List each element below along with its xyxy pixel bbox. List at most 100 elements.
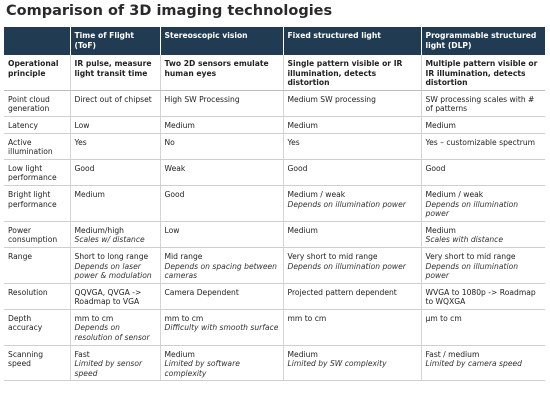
table-cell: Fast / medium Limited by camera speed (421, 345, 545, 382)
cell-note: Depends on illumination power (425, 261, 519, 281)
row-label: Range (4, 247, 71, 284)
cell-value: WVGA to 1080p -> Roadmap to WQXGA (425, 287, 536, 307)
table-row: Operational principle IR pulse, measure l… (4, 55, 545, 91)
table-cell: Multiple pattern visible or IR illuminat… (421, 55, 545, 91)
table-cell: Medium / weak Depends on illumination pow… (283, 185, 422, 222)
cell-note: Limited by camera speed (425, 359, 523, 369)
row-label: Resolution (4, 283, 71, 310)
table-cell: Medium Scales with distance (421, 221, 545, 248)
table-cell: IR pulse, measure light transit time (70, 55, 161, 91)
table-cell: mm to cm Difficulty with smooth surface (160, 309, 284, 346)
cell-note: Limited by SW complexity (287, 359, 387, 369)
cell-value: Medium / weak (425, 189, 484, 199)
cell-value: Single pattern visible or IR illuminatio… (287, 59, 403, 88)
column-header: Fixed structured light (283, 27, 422, 55)
cell-value: Short to long range (74, 251, 149, 261)
cell-value: Medium / weak (287, 189, 346, 199)
cell-value: Low (74, 120, 90, 130)
table-cell: Good (283, 159, 422, 186)
table-body: Operational principle IR pulse, measure l… (4, 55, 545, 382)
cell-note: Depends on illumination power (287, 261, 406, 271)
header-row: Time of Flight (ToF) Stereoscopic vision… (4, 27, 545, 55)
table-cell: No (160, 133, 284, 160)
table-row: Range Short to long range Depends on laser… (4, 247, 545, 284)
table-cell: SW processing scales with # of patterns (421, 90, 545, 117)
comparison-table: Time of Flight (ToF) Stereoscopic vision… (4, 27, 545, 382)
cell-value: Good (287, 163, 308, 173)
table-cell: Very short to mid range Depends on illumi… (421, 247, 545, 284)
table-cell: Projected pattern dependent (283, 283, 422, 310)
cell-value: Weak (164, 163, 186, 173)
table-cell: Medium / weak Depends on illumination pow… (421, 185, 545, 222)
cell-value: Medium SW processing (287, 94, 376, 104)
table-row: Scanning speed Fast Limited by sensor spee… (4, 345, 545, 382)
cell-note: Scales with distance (425, 235, 504, 245)
cell-value: Medium (164, 349, 195, 359)
table-row: Point cloud generation Direct out of chip… (4, 90, 545, 117)
table-cell: Medium Limited by SW complexity (283, 345, 422, 382)
cell-value: Mid range (164, 251, 203, 261)
table-cell: Mid range Depends on spacing between came… (160, 247, 284, 284)
table-row: Low light performance Good Weak Good Good (4, 159, 545, 186)
cell-value: Projected pattern dependent (287, 287, 397, 297)
column-header: Programmable structured light (DLP) (421, 27, 545, 55)
table-cell: mm to cm (283, 309, 422, 346)
table-row: Depth accuracy mm to cm Depends on resolut… (4, 309, 545, 346)
row-label: Power consumption (4, 221, 71, 248)
table-cell: Yes (283, 133, 422, 160)
row-label: Bright light performance (4, 185, 71, 222)
cell-value: Good (164, 189, 185, 199)
table-cell: Medium (160, 116, 284, 134)
cell-note: Depends on illumination power (287, 199, 406, 209)
table-cell: Medium Limited by software complexity (160, 345, 284, 382)
cell-value: Medium (164, 120, 195, 130)
table-cell: Short to long range Depends on laser powe… (70, 247, 161, 284)
table-cell: Yes (70, 133, 161, 160)
cell-value: Medium (287, 120, 318, 130)
cell-value: Yes – customizable spectrum (425, 137, 536, 147)
table-row: Resolution QQVGA, QVGA -> Roadmap to VGA C… (4, 283, 545, 310)
table-cell: Good (160, 185, 284, 222)
cell-value: QQVGA, QVGA -> Roadmap to VGA (74, 287, 142, 307)
cell-value: No (164, 137, 175, 147)
cell-value: Good (425, 163, 446, 173)
table-cell: Weak (160, 159, 284, 186)
cell-value: Very short to mid range (425, 251, 516, 261)
cell-value: Fast (74, 349, 90, 359)
cell-value: mm to cm (74, 313, 114, 323)
table-cell: Medium (70, 185, 161, 222)
cell-note: Limited by software complexity (164, 359, 240, 378)
cell-value: Medium (287, 349, 318, 359)
table-cell: Direct out of chipset (70, 90, 161, 117)
cell-value: SW processing scales with # of patterns (425, 94, 535, 114)
cell-value: Multiple pattern visible or IR illuminat… (425, 59, 538, 88)
table-cell: Good (70, 159, 161, 186)
cell-value: Medium (74, 189, 105, 199)
cell-value: Very short to mid range (287, 251, 378, 261)
cell-value: High SW Processing (164, 94, 240, 104)
cell-value: Two 2D sensors emulate human eyes (164, 59, 269, 78)
cell-value: mm to cm (287, 313, 327, 323)
cell-note: Depends on resolution of sensor (74, 323, 150, 343)
table-row: Latency Low Medium Medium Medium (4, 116, 545, 134)
row-label: Depth accuracy (4, 309, 71, 346)
table-row: Bright light performance Medium Good Medium… (4, 185, 545, 222)
table-cell: Fast Limited by sensor speed (70, 345, 161, 382)
table-cell: Medium/high Scales w/ distance (70, 221, 161, 248)
row-label: Low light performance (4, 159, 71, 186)
cell-value: Medium (425, 120, 456, 130)
cell-value: Camera Dependent (164, 287, 239, 297)
table-cell: WVGA to 1080p -> Roadmap to WQXGA (421, 283, 545, 310)
table-cell: Yes – customizable spectrum (421, 133, 545, 160)
column-header: Time of Flight (ToF) (70, 27, 161, 55)
table-cell: High SW Processing (160, 90, 284, 117)
cell-note: Depends on laser power & modulation (74, 261, 152, 281)
cell-value: Fast / medium (425, 349, 480, 359)
cell-value: Direct out of chipset (74, 94, 152, 104)
table-cell: Two 2D sensors emulate human eyes (160, 55, 284, 91)
cell-value: µm to cm (425, 313, 462, 323)
table-cell: Very short to mid range Depends on illumi… (283, 247, 422, 284)
cell-value: Medium (287, 225, 318, 235)
page-title: Comparison of 3D imaging technologies (6, 3, 333, 19)
table-cell: µm to cm (421, 309, 545, 346)
